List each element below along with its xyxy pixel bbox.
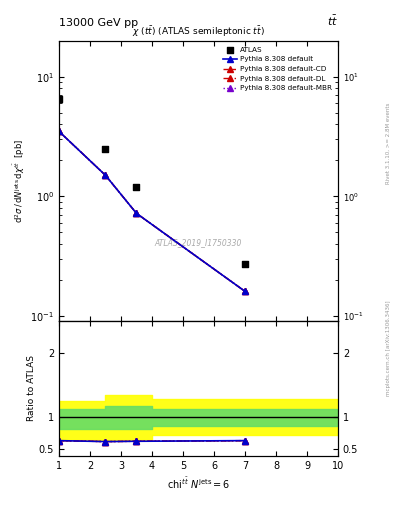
Pythia 8.308 default-CD bbox=[134, 210, 139, 217]
Pythia 8.308 default bbox=[242, 288, 247, 294]
Pythia 8.308 default-DL bbox=[57, 129, 61, 135]
ATLAS bbox=[56, 95, 62, 103]
ATLAS bbox=[133, 183, 140, 191]
X-axis label: $\mathrm{chi}^{t\bar{t}}\ N^\mathrm{jets} = 6$: $\mathrm{chi}^{t\bar{t}}\ N^\mathrm{jets… bbox=[167, 476, 230, 492]
Y-axis label: $\mathrm{d}^2\sigma\,/\,\mathrm{d}N^\mathrm{jets}\,\mathrm{d}\chi^{t\bar{t}}$  [: $\mathrm{d}^2\sigma\,/\,\mathrm{d}N^\mat… bbox=[12, 139, 28, 223]
ATLAS bbox=[102, 145, 108, 153]
Pythia 8.308 default bbox=[134, 210, 139, 217]
Pythia 8.308 default-MBR bbox=[103, 172, 108, 178]
Pythia 8.308 default bbox=[57, 129, 61, 135]
Line: Pythia 8.308 default-MBR: Pythia 8.308 default-MBR bbox=[56, 129, 248, 294]
Pythia 8.308 default-CD bbox=[103, 172, 108, 178]
Pythia 8.308 default-DL bbox=[103, 172, 108, 178]
Pythia 8.308 default-DL bbox=[134, 210, 139, 217]
Pythia 8.308 default-MBR bbox=[242, 288, 247, 294]
Pythia 8.308 default bbox=[103, 172, 108, 178]
Title: $\chi\ (t\bar{t})\ \mathrm{(ATLAS\ semileptonic\ }t\bar{t}\mathrm{)}$: $\chi\ (t\bar{t})\ \mathrm{(ATLAS\ semil… bbox=[132, 25, 265, 39]
Pythia 8.308 default-MBR bbox=[134, 210, 139, 217]
Line: Pythia 8.308 default-CD: Pythia 8.308 default-CD bbox=[56, 129, 248, 294]
Legend: ATLAS, Pythia 8.308 default, Pythia 8.308 default-CD, Pythia 8.308 default-DL, P: ATLAS, Pythia 8.308 default, Pythia 8.30… bbox=[221, 45, 334, 94]
Y-axis label: Ratio to ATLAS: Ratio to ATLAS bbox=[27, 355, 36, 421]
ATLAS bbox=[242, 260, 248, 268]
Text: 13000 GeV pp: 13000 GeV pp bbox=[59, 18, 138, 28]
Pythia 8.308 default-CD bbox=[242, 288, 247, 294]
Text: ATLAS_2019_I1750330: ATLAS_2019_I1750330 bbox=[155, 238, 242, 247]
Text: Rivet 3.1.10, >= 2.8M events: Rivet 3.1.10, >= 2.8M events bbox=[386, 103, 391, 184]
Pythia 8.308 default-MBR bbox=[57, 129, 61, 135]
Line: Pythia 8.308 default: Pythia 8.308 default bbox=[56, 129, 248, 294]
Text: $t\bar{t}$: $t\bar{t}$ bbox=[327, 14, 338, 28]
Pythia 8.308 default-CD bbox=[57, 129, 61, 135]
Line: Pythia 8.308 default-DL: Pythia 8.308 default-DL bbox=[56, 129, 248, 294]
Text: mcplots.cern.ch [arXiv:1306.3436]: mcplots.cern.ch [arXiv:1306.3436] bbox=[386, 301, 391, 396]
Pythia 8.308 default-DL bbox=[242, 288, 247, 294]
